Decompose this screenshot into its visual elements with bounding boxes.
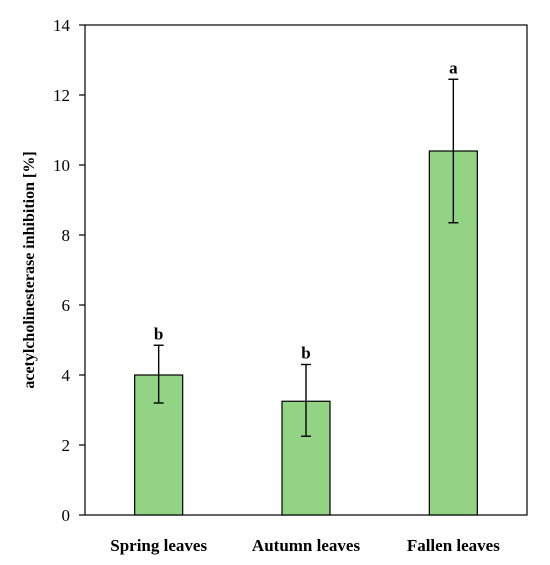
- significance-label: b: [301, 344, 310, 363]
- significance-label: b: [154, 324, 163, 343]
- y-tick-label: 4: [62, 366, 71, 385]
- y-tick-label: 10: [53, 156, 70, 175]
- bar: [134, 374, 184, 516]
- y-tick-label: 14: [53, 16, 71, 35]
- y-tick-label: 6: [62, 296, 71, 315]
- significance-label: a: [449, 58, 458, 77]
- y-axis-title: acetylcholinesterase inhibition [%]: [21, 151, 38, 388]
- x-category-label: Fallen leaves: [407, 536, 500, 555]
- y-tick-label: 12: [53, 86, 70, 105]
- x-category-label: Autumn leaves: [252, 536, 361, 555]
- y-tick-label: 0: [62, 506, 71, 525]
- y-tick-label: 2: [62, 436, 71, 455]
- y-tick-label: 8: [62, 226, 71, 245]
- x-category-label: Spring leaves: [110, 536, 207, 555]
